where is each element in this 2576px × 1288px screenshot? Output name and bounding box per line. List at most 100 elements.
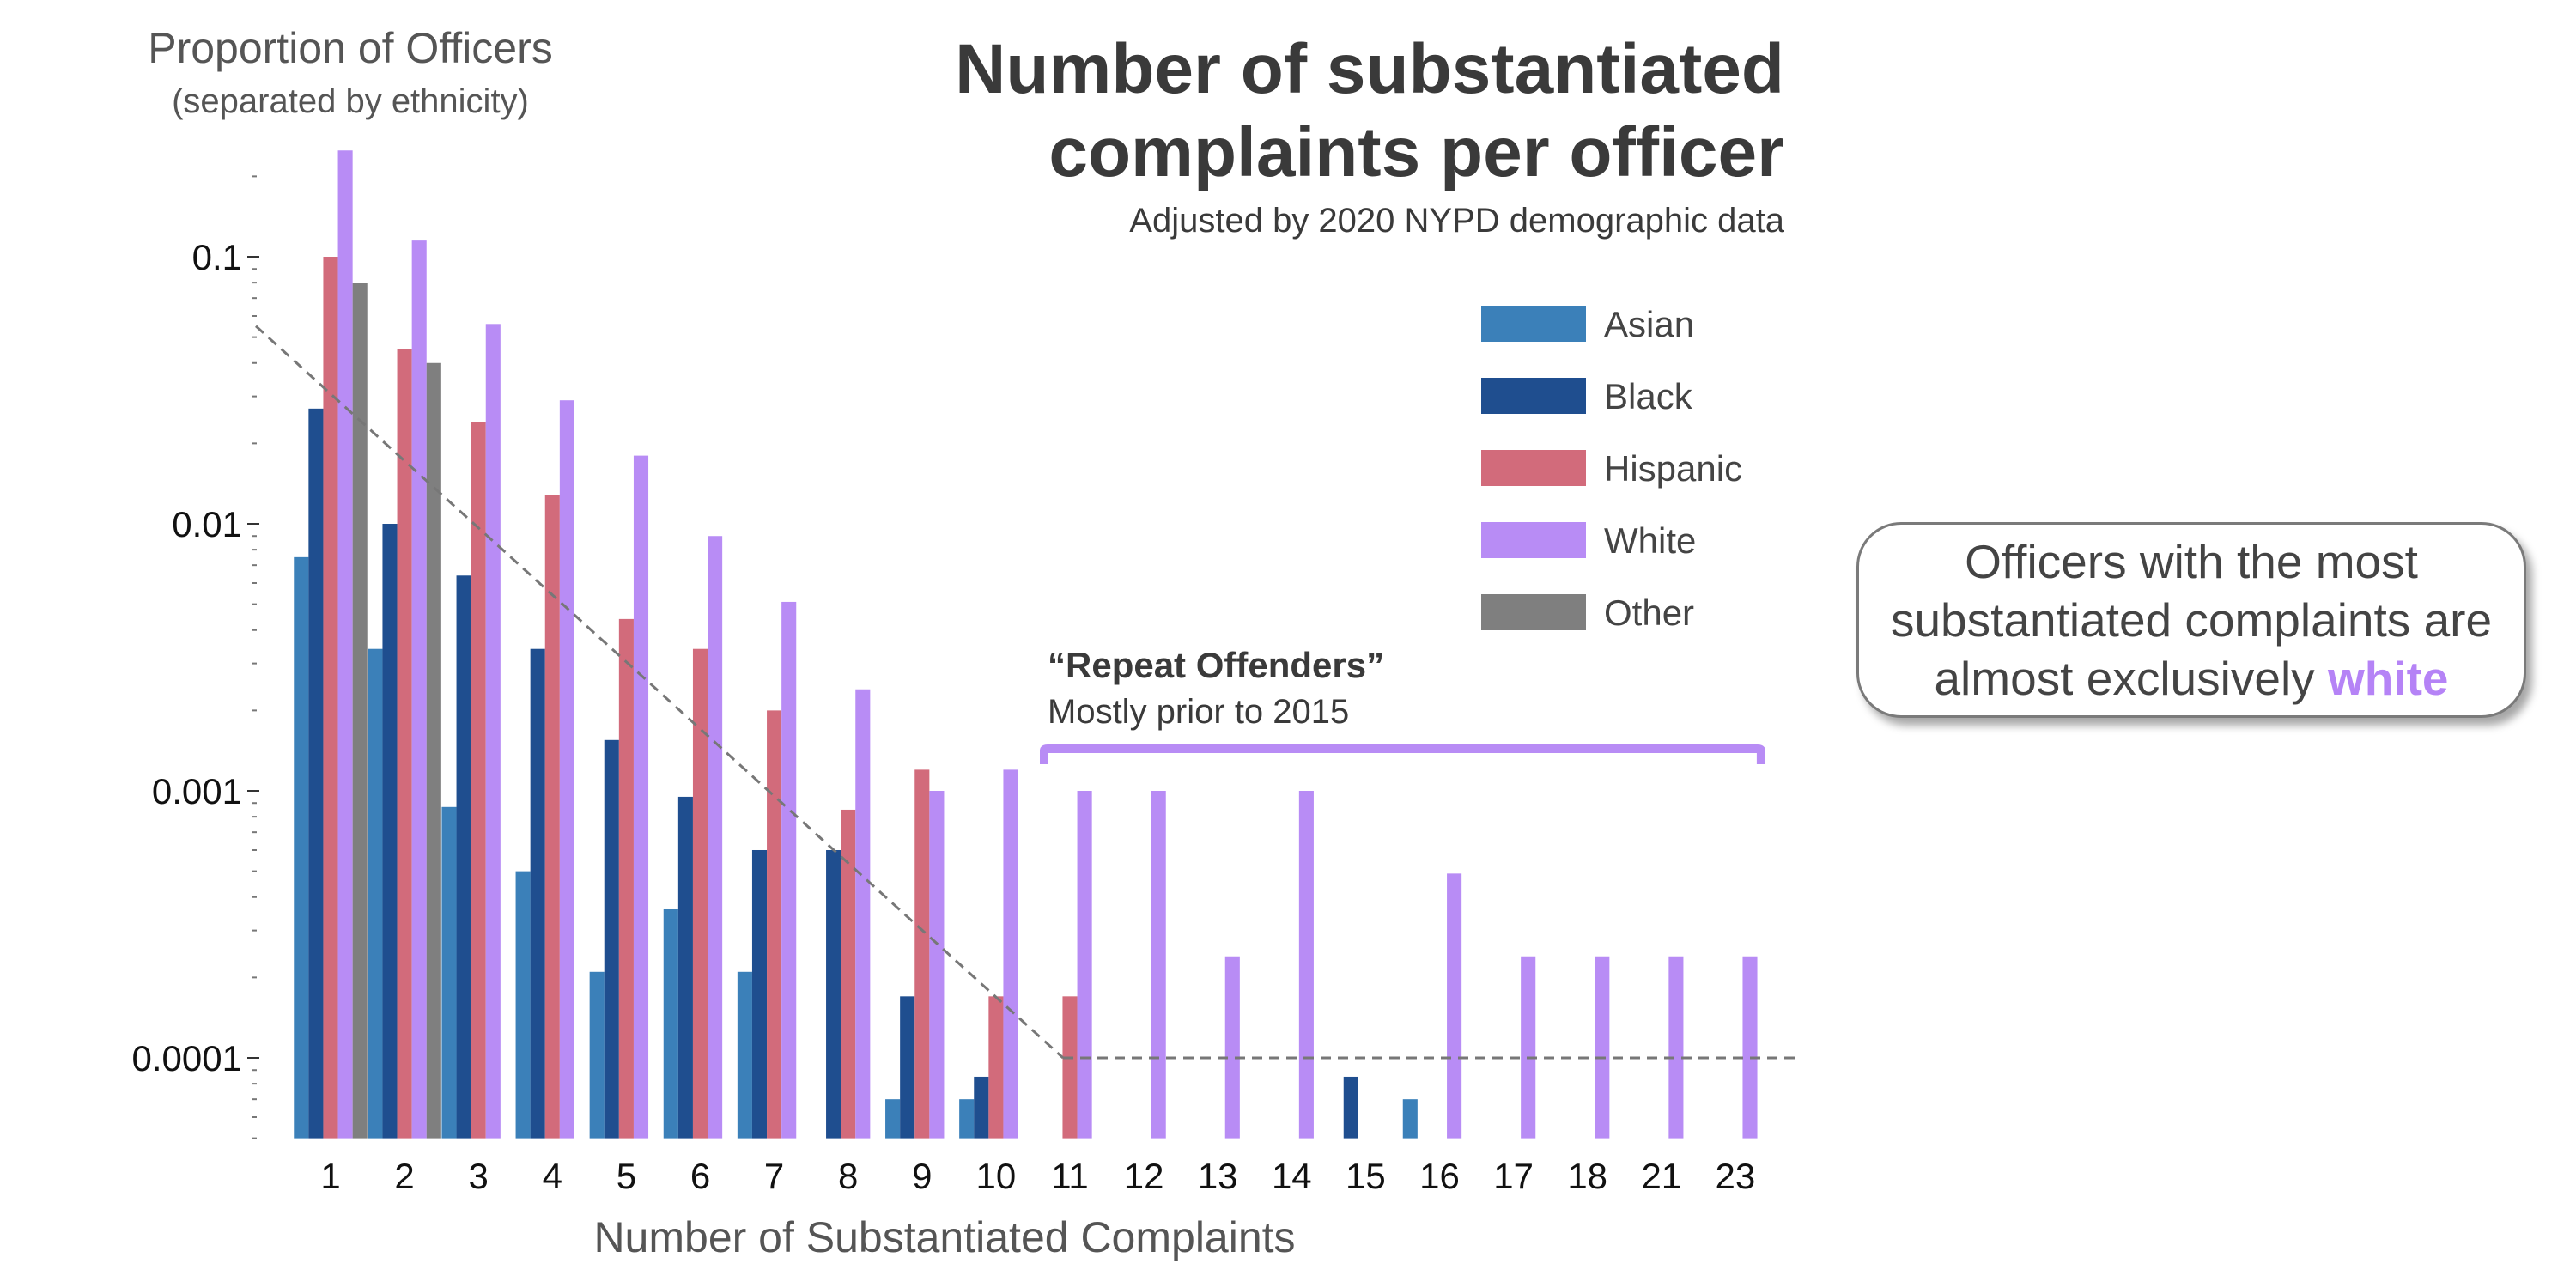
bar-hispanic-7	[767, 710, 782, 1139]
bar-white-17	[1521, 956, 1536, 1139]
callout-text: Officers with the most substantiated com…	[1891, 532, 2492, 708]
chart-title-line-2: complaints per officer	[1048, 113, 1784, 191]
bar-white-7	[781, 601, 797, 1139]
bar-asian-16	[1402, 1099, 1418, 1139]
x-tick-label: 12	[1124, 1156, 1164, 1196]
y-tick-label: 0.001	[152, 771, 242, 811]
x-tick-label: 13	[1198, 1156, 1238, 1196]
legend: Asian Black Hispanic White Other	[1481, 304, 1742, 633]
bar-white-4	[559, 400, 574, 1139]
bar-asian-4	[515, 871, 531, 1139]
legend-swatch-black	[1481, 378, 1586, 414]
legend-swatch-asian	[1481, 306, 1586, 342]
bar-hispanic-8	[841, 809, 856, 1139]
y-tick-label: 0.0001	[132, 1038, 242, 1078]
bar-asian-7	[737, 971, 752, 1139]
bar-asian-2	[368, 648, 383, 1139]
bar-asian-9	[885, 1099, 901, 1139]
bar-asian-5	[589, 971, 605, 1139]
bar-hispanic-9	[914, 769, 930, 1139]
bar-hispanic-5	[618, 618, 634, 1139]
bar-black-15	[1343, 1076, 1358, 1139]
x-tick-label: 3	[469, 1156, 489, 1196]
bar-hispanic-1	[323, 257, 338, 1139]
bar-white-2	[411, 240, 427, 1139]
x-tick-label: 4	[543, 1156, 562, 1196]
bar-white-6	[708, 536, 723, 1139]
x-tick-label: 15	[1346, 1156, 1386, 1196]
bars	[294, 150, 1758, 1139]
bar-white-10	[1003, 769, 1018, 1139]
bar-black-4	[530, 648, 545, 1139]
legend-label-white: White	[1604, 520, 1696, 561]
chart-title-line-1: Number of substantiated	[955, 30, 1784, 108]
bar-black-2	[382, 524, 398, 1139]
bar-asian-10	[959, 1099, 975, 1139]
bar-white-18	[1595, 956, 1610, 1139]
bar-hispanic-4	[544, 495, 560, 1139]
chart-subtitle: Adjusted by 2020 NYPD demographic data	[1129, 202, 1784, 240]
callout-highlight-word: white	[2327, 652, 2449, 705]
bar-white-3	[485, 324, 501, 1139]
y-axis-minor-ticks	[252, 175, 257, 1139]
x-tick-label: 2	[394, 1156, 414, 1196]
x-tick-label: 23	[1716, 1156, 1756, 1196]
x-axis-ticks: 1 2 3 4 5 6 7 8 9 10 11 12 13 14 15 16 17 18 21 23	[320, 1156, 1755, 1196]
bar-asian-3	[441, 806, 457, 1139]
callout-line-2: substantiated complaints are	[1890, 593, 2493, 647]
bar-black-10	[974, 1076, 989, 1139]
bar-white-14	[1298, 791, 1314, 1139]
x-tick-label: 1	[320, 1156, 340, 1196]
bar-black-7	[751, 849, 768, 1139]
x-axis-label: Number of Substantiated Complaints	[593, 1213, 1295, 1261]
bar-asian-6	[663, 908, 678, 1139]
bar-hispanic-3	[471, 422, 486, 1139]
bar-other-2	[426, 362, 441, 1139]
x-tick-label: 10	[976, 1156, 1017, 1196]
legend-label-hispanic: Hispanic	[1604, 448, 1742, 489]
x-tick-label: 14	[1272, 1156, 1312, 1196]
bar-white-9	[929, 791, 945, 1139]
x-tick-label: 21	[1641, 1156, 1681, 1196]
x-tick-label: 7	[764, 1156, 784, 1196]
legend-label-other: Other	[1604, 592, 1694, 633]
legend-swatch-other	[1481, 594, 1586, 630]
bar-black-3	[456, 575, 471, 1139]
y-axis-ticks: 0.1 0.01 0.001 0.0001	[132, 237, 259, 1078]
bracket-subtitle: Mostly prior to 2015	[1048, 693, 1349, 731]
bar-black-1	[308, 408, 324, 1139]
y-tick-label: 0.1	[192, 237, 242, 277]
x-tick-label: 17	[1493, 1156, 1534, 1196]
callout-box: Officers with the most substantiated com…	[1856, 522, 2526, 718]
legend-swatch-hispanic	[1481, 450, 1586, 486]
x-tick-label: 6	[690, 1156, 710, 1196]
x-tick-label: 8	[838, 1156, 858, 1196]
bar-white-1	[337, 150, 353, 1139]
callout-line-1: Officers with the most	[1965, 535, 2418, 588]
bar-white-12	[1151, 791, 1166, 1139]
repeat-offenders-bracket	[1040, 744, 1765, 764]
bar-white-16	[1447, 873, 1462, 1139]
bar-white-8	[855, 689, 871, 1139]
bar-white-21	[1668, 956, 1684, 1139]
bar-hispanic-10	[988, 996, 1004, 1139]
legend-label-black: Black	[1604, 376, 1693, 416]
bracket-title: “Repeat Offenders”	[1048, 645, 1384, 685]
bar-white-13	[1224, 956, 1240, 1139]
legend-swatch-white	[1481, 522, 1586, 558]
bar-white-11	[1077, 791, 1092, 1139]
bar-other-1	[352, 283, 368, 1139]
bar-black-6	[677, 796, 693, 1139]
bar-black-9	[900, 996, 915, 1139]
x-tick-label: 18	[1567, 1156, 1607, 1196]
y-tick-label: 0.01	[172, 504, 242, 544]
x-tick-label: 16	[1419, 1156, 1460, 1196]
y-axis-label: Proportion of Officers	[148, 24, 553, 72]
bracket-shape	[1040, 744, 1765, 764]
bar-white-23	[1742, 956, 1758, 1139]
bar-hispanic-6	[692, 648, 708, 1139]
y-axis-sublabel: (separated by ethnicity)	[172, 82, 529, 120]
legend-label-asian: Asian	[1604, 304, 1694, 344]
x-tick-label: 5	[617, 1156, 636, 1196]
